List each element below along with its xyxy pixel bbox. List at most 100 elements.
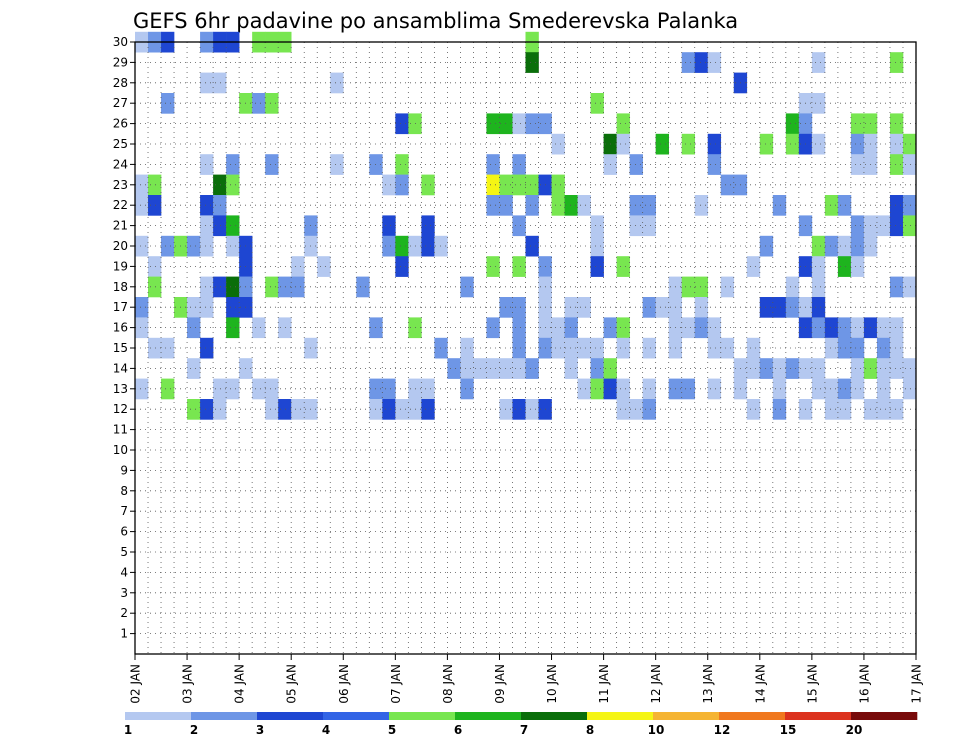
y-tick-label: 12 bbox=[113, 402, 128, 416]
heatmap-cell bbox=[486, 317, 500, 339]
heatmap-cell bbox=[135, 378, 149, 400]
heatmap-cell bbox=[395, 256, 409, 277]
heatmap-cell bbox=[512, 317, 526, 339]
heatmap-cell bbox=[434, 337, 448, 359]
x-tick-label: 17 JAN bbox=[910, 664, 924, 704]
heatmap-cell bbox=[226, 174, 240, 196]
heatmap-cell bbox=[850, 337, 865, 359]
heatmap-cell bbox=[746, 337, 761, 359]
heatmap-cell bbox=[226, 235, 240, 257]
heatmap-cell bbox=[811, 378, 826, 400]
heatmap-cell bbox=[629, 195, 643, 216]
heatmap-cell bbox=[824, 399, 839, 420]
heatmap-cell bbox=[512, 358, 526, 379]
heatmap-cell bbox=[135, 297, 149, 318]
x-tick-label: 16 JAN bbox=[857, 664, 871, 704]
heatmap-cell bbox=[512, 154, 526, 175]
x-tick-label: 14 JAN bbox=[753, 664, 767, 704]
heatmap-cell bbox=[785, 358, 800, 379]
heatmap-cell bbox=[772, 378, 787, 400]
y-tick-label: 1 bbox=[120, 627, 128, 641]
heatmap-cell bbox=[902, 215, 917, 237]
heatmap-cell bbox=[889, 215, 904, 237]
heatmap-cell bbox=[837, 378, 852, 400]
heatmap-cell bbox=[226, 297, 240, 318]
y-tick-label: 24 bbox=[113, 157, 128, 171]
heatmap-cell bbox=[694, 52, 709, 73]
heatmap-cell bbox=[902, 358, 917, 379]
heatmap-cell bbox=[655, 297, 669, 318]
heatmap-cell bbox=[135, 174, 149, 196]
heatmap-cell bbox=[811, 93, 826, 114]
heatmap-cell bbox=[629, 399, 643, 420]
heatmap-cell bbox=[187, 358, 201, 379]
heatmap-cell bbox=[720, 174, 735, 196]
heatmap-cell bbox=[811, 358, 826, 379]
heatmap-cell bbox=[187, 297, 201, 318]
colorbar-label: 4 bbox=[322, 723, 330, 737]
heatmap-cell bbox=[213, 215, 227, 237]
heatmap-cell bbox=[187, 317, 201, 339]
heatmap-cell bbox=[889, 195, 904, 216]
heatmap-cell bbox=[889, 399, 904, 420]
heatmap-cell bbox=[382, 174, 396, 196]
heatmap-cell bbox=[564, 337, 578, 359]
heatmap-cell bbox=[499, 358, 513, 379]
heatmap-cell bbox=[759, 235, 774, 257]
heatmap-cell bbox=[850, 358, 865, 379]
heatmap-cell bbox=[824, 378, 839, 400]
heatmap-cell bbox=[876, 317, 891, 339]
heatmap-cell bbox=[421, 215, 435, 237]
heatmap-cell bbox=[382, 399, 396, 420]
heatmap-cell bbox=[213, 174, 227, 196]
heatmap-cell bbox=[759, 133, 774, 155]
heatmap-cell bbox=[837, 195, 852, 216]
y-tick-label: 22 bbox=[113, 198, 128, 212]
heatmap-cell bbox=[226, 378, 240, 400]
heatmap-cell bbox=[564, 317, 578, 339]
heatmap-cell bbox=[889, 337, 904, 359]
heatmap-cell bbox=[616, 399, 630, 420]
grid-lines bbox=[135, 42, 916, 654]
heatmap-cell bbox=[525, 52, 539, 73]
heatmap-cell bbox=[499, 195, 513, 216]
colorbar-label: 8 bbox=[586, 723, 594, 737]
heatmap-cell bbox=[460, 337, 474, 359]
heatmap-cell bbox=[148, 195, 162, 216]
y-tick-label: 9 bbox=[120, 463, 128, 477]
heatmap-cell bbox=[811, 256, 826, 277]
heatmap-cell bbox=[161, 93, 175, 114]
heatmap-cell bbox=[200, 337, 214, 359]
heatmap-cell bbox=[616, 133, 630, 155]
heatmap-cell bbox=[824, 337, 839, 359]
y-tick-label: 11 bbox=[113, 423, 128, 437]
heatmap-cell bbox=[850, 317, 865, 339]
heatmap-cell bbox=[486, 113, 500, 135]
heatmap-cell bbox=[707, 337, 722, 359]
y-tick-label: 27 bbox=[113, 96, 128, 110]
heatmap-cell bbox=[395, 174, 409, 196]
heatmap-cell bbox=[746, 256, 761, 277]
heatmap-cell bbox=[187, 235, 201, 257]
colorbar-label: 3 bbox=[256, 723, 264, 737]
heatmap-cell bbox=[616, 256, 630, 277]
heatmap-cell bbox=[213, 72, 227, 94]
y-tick-label: 7 bbox=[120, 504, 128, 518]
heatmap-cell bbox=[551, 337, 565, 359]
x-tick-label: 13 JAN bbox=[701, 664, 715, 704]
heatmap-cell bbox=[577, 195, 591, 216]
colorbar-swatch bbox=[323, 712, 390, 720]
y-tick-label: 23 bbox=[113, 178, 128, 192]
heatmap-cell bbox=[759, 358, 774, 379]
heatmap-cell bbox=[460, 378, 474, 400]
x-tick-label: 09 JAN bbox=[493, 664, 507, 704]
heatmap-cell bbox=[642, 297, 656, 318]
colorbar-label: 2 bbox=[190, 723, 198, 737]
heatmap-cell bbox=[161, 337, 175, 359]
heatmap-cell bbox=[499, 174, 513, 196]
heatmap-cell bbox=[330, 154, 344, 175]
heatmap-cell bbox=[811, 235, 826, 257]
heatmap-cell bbox=[252, 378, 266, 400]
x-tick-label: 10 JAN bbox=[545, 664, 559, 704]
heatmap-cell bbox=[512, 113, 526, 135]
